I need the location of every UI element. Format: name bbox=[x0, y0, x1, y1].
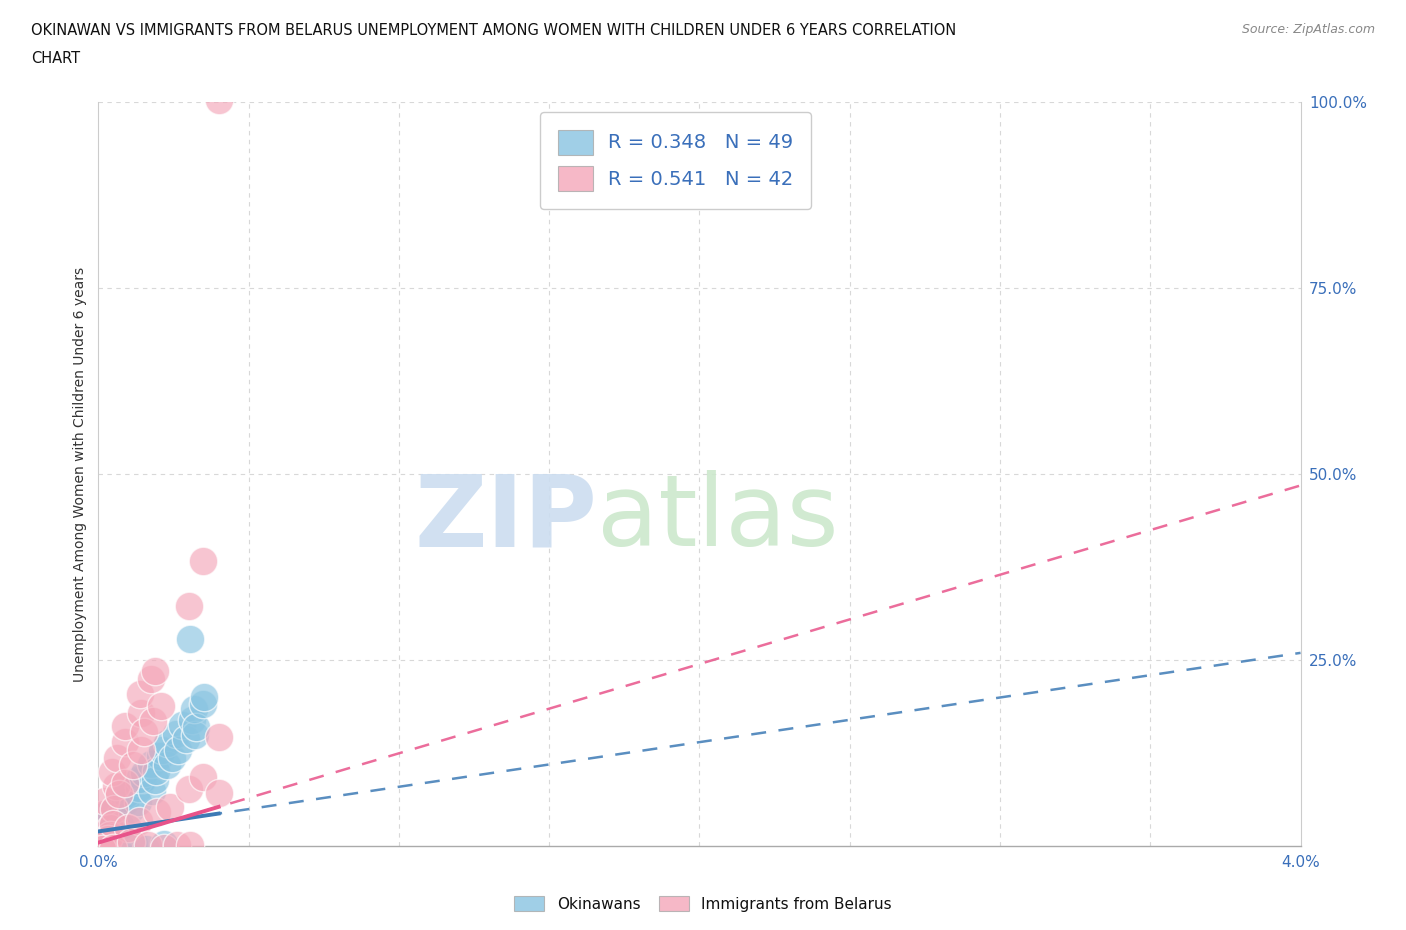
Point bbox=[141, 672, 163, 687]
Point bbox=[91, 822, 114, 837]
Y-axis label: Unemployment Among Women with Children Under 6 years: Unemployment Among Women with Children U… bbox=[73, 267, 87, 682]
Point bbox=[114, 718, 136, 733]
Point bbox=[180, 712, 202, 727]
Point bbox=[107, 809, 129, 824]
Point bbox=[142, 713, 165, 728]
Point bbox=[170, 718, 193, 733]
Point bbox=[98, 842, 121, 857]
Point bbox=[90, 842, 112, 857]
Point bbox=[191, 553, 214, 568]
Point bbox=[91, 842, 114, 857]
Point bbox=[145, 764, 167, 778]
Point bbox=[136, 838, 159, 853]
Point bbox=[193, 690, 215, 705]
Point bbox=[131, 705, 153, 720]
Text: OKINAWAN VS IMMIGRANTS FROM BELARUS UNEMPLOYMENT AMONG WOMEN WITH CHILDREN UNDER: OKINAWAN VS IMMIGRANTS FROM BELARUS UNEM… bbox=[31, 23, 956, 38]
Point bbox=[150, 742, 173, 757]
Point bbox=[105, 778, 128, 793]
Point bbox=[135, 842, 157, 857]
Point bbox=[98, 820, 121, 835]
Point bbox=[139, 756, 162, 771]
Point bbox=[129, 687, 152, 702]
Point bbox=[97, 831, 120, 846]
Point bbox=[114, 775, 136, 790]
Point bbox=[101, 817, 124, 831]
Point bbox=[152, 840, 174, 855]
Point bbox=[160, 751, 183, 765]
Point bbox=[156, 736, 179, 751]
Point bbox=[103, 802, 125, 817]
Point bbox=[128, 771, 150, 786]
Point bbox=[93, 806, 115, 821]
Point bbox=[128, 781, 150, 796]
Point bbox=[183, 702, 205, 717]
Point bbox=[101, 764, 124, 779]
Point bbox=[149, 749, 172, 764]
Point bbox=[93, 793, 115, 808]
Point bbox=[166, 726, 188, 741]
Point bbox=[129, 743, 152, 758]
Point bbox=[208, 786, 231, 801]
Point bbox=[207, 729, 229, 744]
Point bbox=[114, 795, 136, 810]
Point bbox=[134, 725, 156, 740]
Text: CHART: CHART bbox=[31, 51, 80, 66]
Point bbox=[122, 836, 145, 851]
Point bbox=[179, 838, 201, 853]
Point bbox=[96, 840, 118, 855]
Point bbox=[108, 787, 131, 802]
Point bbox=[115, 786, 138, 801]
Point bbox=[89, 837, 111, 852]
Point bbox=[94, 836, 117, 851]
Point bbox=[152, 837, 174, 852]
Point bbox=[117, 820, 139, 835]
Point bbox=[114, 735, 136, 750]
Point bbox=[174, 732, 197, 747]
Text: Source: ZipAtlas.com: Source: ZipAtlas.com bbox=[1241, 23, 1375, 36]
Point bbox=[120, 801, 142, 816]
Point bbox=[146, 805, 169, 820]
Point bbox=[179, 631, 201, 646]
Point bbox=[110, 818, 132, 833]
Point bbox=[191, 697, 214, 711]
Legend: Okinawans, Immigrants from Belarus: Okinawans, Immigrants from Belarus bbox=[508, 889, 898, 918]
Text: ZIP: ZIP bbox=[415, 471, 598, 567]
Legend: R = 0.348   N = 49, R = 0.541   N = 42: R = 0.348 N = 49, R = 0.541 N = 42 bbox=[540, 112, 811, 208]
Point bbox=[120, 834, 142, 849]
Point bbox=[107, 844, 129, 858]
Point bbox=[105, 751, 128, 765]
Text: atlas: atlas bbox=[598, 471, 839, 567]
Point bbox=[100, 827, 122, 842]
Point bbox=[96, 815, 118, 830]
Point bbox=[156, 758, 179, 773]
Point bbox=[89, 836, 111, 851]
Point bbox=[94, 830, 117, 844]
Point bbox=[145, 772, 167, 787]
Point bbox=[167, 742, 190, 757]
Point bbox=[105, 820, 128, 835]
Point bbox=[141, 784, 163, 799]
Point bbox=[150, 698, 173, 713]
Point bbox=[96, 840, 118, 855]
Point bbox=[184, 720, 207, 735]
Point bbox=[104, 800, 127, 815]
Point bbox=[128, 814, 150, 829]
Point bbox=[122, 758, 145, 773]
Point bbox=[103, 830, 125, 845]
Point bbox=[131, 772, 153, 787]
Point bbox=[179, 598, 201, 613]
Point bbox=[132, 765, 155, 780]
Point bbox=[94, 826, 117, 841]
Point bbox=[143, 663, 166, 678]
Point bbox=[101, 841, 124, 856]
Point bbox=[127, 794, 149, 809]
Point bbox=[159, 800, 181, 815]
Point bbox=[191, 769, 214, 784]
Point bbox=[177, 781, 200, 796]
Point bbox=[93, 839, 115, 854]
Point bbox=[166, 838, 188, 853]
Point bbox=[184, 728, 207, 743]
Point bbox=[91, 809, 114, 824]
Point bbox=[208, 92, 231, 107]
